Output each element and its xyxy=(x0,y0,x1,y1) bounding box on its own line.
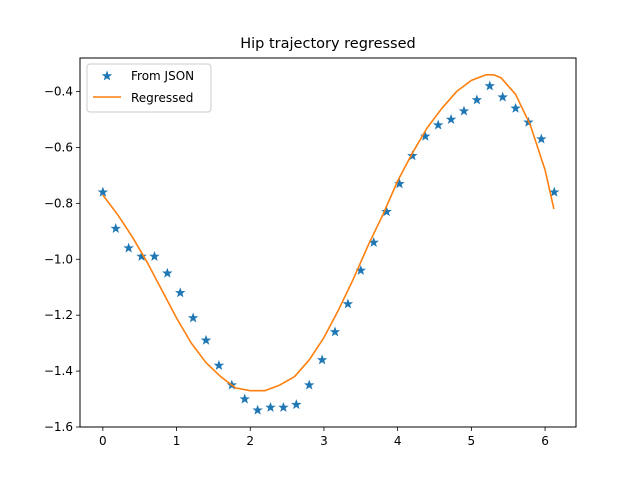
legend-marker-from-json xyxy=(101,70,113,81)
data-point-from-json xyxy=(136,251,147,261)
data-point-from-json xyxy=(213,360,225,370)
data-point-from-json xyxy=(187,312,199,323)
data-point-from-json xyxy=(484,80,495,91)
x-tick-label: 5 xyxy=(468,434,476,448)
data-point-from-json xyxy=(278,401,289,412)
x-tick-label: 1 xyxy=(173,434,181,448)
y-tick-label: −0.4 xyxy=(44,85,73,99)
y-tick-label: −1.4 xyxy=(44,364,73,378)
chart-title: Hip trajectory regressed xyxy=(240,36,415,52)
x-tick-label: 4 xyxy=(394,434,402,448)
y-tick-label: −0.6 xyxy=(44,140,73,154)
legend-star-marker xyxy=(101,70,113,81)
data-point-from-json xyxy=(549,186,560,197)
data-point-from-json xyxy=(291,399,302,410)
y-tick-label: −1.2 xyxy=(44,308,73,322)
data-point-from-json xyxy=(407,150,418,161)
axes: 0 1 2 3 4 5 6 −1.6 −1.4 −1.2 −1.0 −0.8 −0.6 −0.4 xyxy=(44,57,577,448)
data-point-from-json xyxy=(432,119,444,130)
x-tick-label: 0 xyxy=(99,434,107,448)
data-point-from-json xyxy=(149,251,160,261)
data-point-from-json xyxy=(175,287,186,298)
data-point-from-json xyxy=(536,133,547,144)
x-tick-label: 3 xyxy=(320,434,328,448)
data-point-from-json xyxy=(303,379,315,390)
data-point-from-json xyxy=(381,206,392,217)
legend: From JSON Regressed xyxy=(86,63,212,113)
y-tick-label: −1.0 xyxy=(44,252,73,266)
data-point-from-json xyxy=(420,130,431,141)
axes-frame xyxy=(79,57,577,428)
data-point-from-json xyxy=(497,91,508,102)
x-tick-label: 2 xyxy=(246,434,254,448)
data-point-from-json xyxy=(162,267,173,278)
y-tick-label: −0.8 xyxy=(44,196,73,210)
data-point-from-json xyxy=(510,102,521,113)
data-point-from-json xyxy=(110,223,121,233)
data-point-from-json xyxy=(97,186,109,197)
plot-area xyxy=(97,73,560,415)
data-point-from-json xyxy=(239,393,250,404)
legend-frame xyxy=(86,63,212,113)
data-point-from-json xyxy=(471,94,483,105)
data-point-from-json xyxy=(200,334,212,345)
data-point-from-json xyxy=(329,326,341,337)
series-line-regressed xyxy=(102,73,555,392)
x-tick-label: 6 xyxy=(541,434,549,448)
legend-label-from-json: From JSON xyxy=(131,69,194,83)
legend-label-regressed: Regressed xyxy=(131,91,193,105)
data-point-from-json xyxy=(445,114,457,124)
data-point-from-json xyxy=(252,404,263,415)
data-point-from-json xyxy=(342,298,354,309)
data-point-from-json xyxy=(265,401,276,412)
data-point-from-json xyxy=(316,354,328,365)
data-point-from-json xyxy=(123,242,134,253)
data-point-from-json xyxy=(458,105,470,116)
y-tick-label: −1.6 xyxy=(44,420,73,434)
